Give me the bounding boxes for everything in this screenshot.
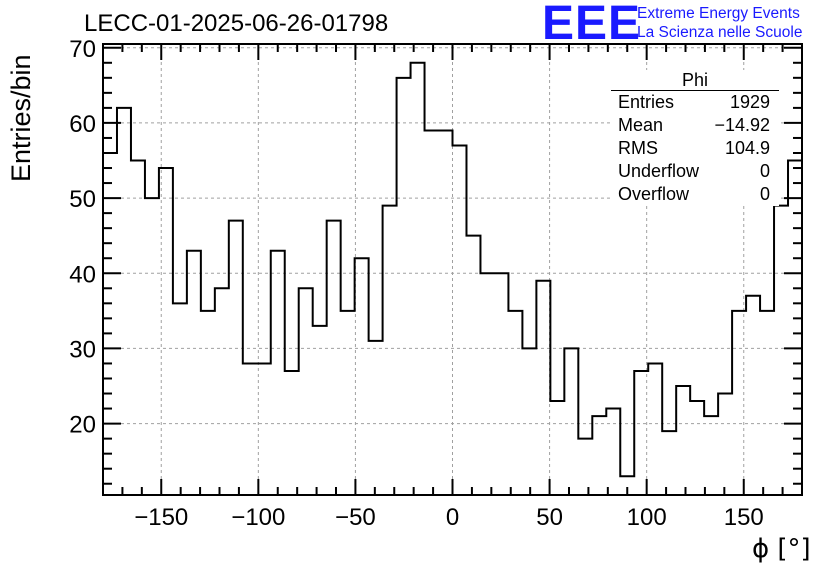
stats-box: Phi Entries 1929 Mean −14.92 RMS 104.9 U…	[611, 70, 779, 206]
stats-row: RMS 104.9	[611, 137, 779, 160]
x-axis-label: ϕ [°]	[752, 534, 811, 564]
y-tick-label: 20	[69, 412, 96, 439]
plot-frame	[102, 43, 803, 496]
y-axis-label: Entries/bin	[6, 54, 36, 182]
stats-value: −14.92	[714, 115, 770, 135]
y-tick-label: 60	[69, 111, 96, 138]
stats-value: 0	[759, 161, 770, 181]
stats-label: Entries	[618, 92, 675, 112]
stats-title: Phi	[611, 70, 779, 91]
y-tick-label: 70	[69, 36, 96, 63]
x-tick-label: −50	[335, 504, 376, 531]
stats-row: Overflow 0	[611, 183, 779, 206]
stats-value: 104.9	[724, 138, 770, 158]
x-tick-label: 100	[627, 504, 667, 531]
y-tick-labels: 20 30 40 50 60 70	[69, 36, 96, 439]
stats-row: Mean −14.92	[611, 114, 779, 137]
stats-label: Mean	[618, 115, 664, 135]
stats-label: Underflow	[618, 161, 700, 181]
logo-line-2: La Scienza nelle Scuole	[637, 24, 803, 41]
x-tick-label: 50	[536, 504, 563, 531]
stats-label: Overflow	[618, 184, 690, 204]
x-tick-label: −100	[231, 504, 285, 531]
stats-row: Entries 1929	[611, 91, 779, 114]
y-tick-label: 40	[69, 261, 96, 288]
chart-title: LECC-01-2025-06-26-01798	[84, 10, 389, 37]
stats-row: Underflow 0	[611, 160, 779, 183]
stats-value: 0	[759, 184, 770, 204]
stats-value: 1929	[729, 92, 770, 112]
eee-logo: EEE	[542, 0, 642, 50]
histogram-line	[103, 61, 802, 478]
x-tick-labels: −150 −100 −50 0 50 100 150	[134, 504, 764, 531]
stats-label: RMS	[618, 138, 658, 158]
x-tick-label: 0	[446, 504, 459, 531]
eee-logo-text: Extreme Energy Events La Scienza nelle S…	[637, 4, 802, 42]
logo-line-1: Extreme Energy Events	[637, 5, 800, 22]
axis-ticks	[103, 44, 802, 495]
x-tick-label: 150	[724, 504, 764, 531]
x-tick-label: −150	[134, 504, 188, 531]
y-tick-label: 30	[69, 336, 96, 363]
y-tick-label: 50	[69, 186, 96, 213]
